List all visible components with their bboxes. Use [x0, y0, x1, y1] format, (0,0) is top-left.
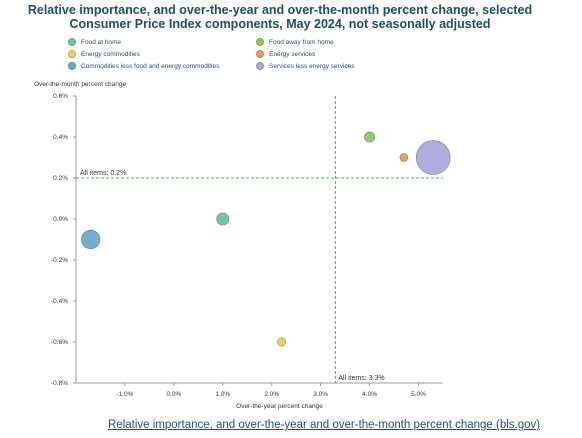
legend-swatch-core-services [256, 62, 264, 70]
y-tick-label: 0.2% [53, 175, 68, 182]
x-tick-label: 1.0% [215, 391, 230, 398]
x-tick-label: 5.0% [411, 391, 426, 398]
x-axis-title: Over-the-year percent change [236, 403, 323, 410]
legend-swatch-core-commodities [68, 62, 76, 70]
legend-item-energy-commodities: Energy commodities [68, 50, 140, 58]
y-tick-label: 0.4% [53, 134, 68, 141]
bubble-commodities-less-food-and-energy-commodities [80, 229, 101, 250]
chart-title: Relative importance, and over-the-year a… [0, 3, 560, 31]
bubble-food-away-from-home [364, 131, 376, 143]
bubble-energy-services [399, 153, 409, 162]
source-link[interactable]: Relative importance, and over-the-year a… [108, 419, 541, 431]
x-tick-label: 2.0% [264, 391, 279, 398]
bubble-food-at-home [216, 212, 230, 226]
y-tick-label: 0.0% [53, 216, 68, 223]
all-items-horizontal-label: All items: 0.2% [80, 170, 126, 177]
legend-label-energy-services: Energy services [269, 50, 316, 58]
y-axis-title: Over-the-month percent change [34, 81, 127, 88]
all-items-vertical-label: All items: 3.3% [338, 375, 384, 382]
legend-label-core-commodities: Commodities less food and energy commodi… [81, 62, 220, 70]
x-tick-label: -1.0% [116, 391, 133, 398]
legend-label-food-at-home: Food at home [81, 38, 122, 46]
chart-title-line2: Consumer Price Index components, May 202… [69, 17, 491, 31]
legend-item-food-at-home: Food at home [68, 38, 121, 46]
legend-label-core-services: Services less energy services [269, 62, 355, 70]
legend-item-food-away: Food away from home [256, 38, 334, 46]
bubble-services-less-energy-services [415, 140, 451, 175]
y-tick-label: -0.6% [51, 339, 68, 346]
legend-swatch-food-away [256, 38, 264, 46]
x-tick-label: 0.0% [166, 391, 181, 398]
legend-label-energy-commodities: Energy commodities [81, 50, 140, 58]
bubble-energy-commodities [277, 337, 286, 347]
legend-swatch-energy-services [256, 50, 264, 58]
legend-swatch-food-at-home [68, 38, 76, 46]
y-tick-label: -0.4% [51, 298, 68, 305]
legend-item-core-services: Services less energy services [256, 62, 355, 70]
x-tick-label: 4.0% [362, 391, 377, 398]
legend-swatch-energy-commodities [68, 50, 76, 58]
x-tick-label: 3.0% [313, 391, 328, 398]
legend-item-core-commodities: Commodities less food and energy commodi… [68, 62, 219, 70]
y-tick-label: 0.6% [53, 93, 68, 100]
y-tick-label: -0.8% [51, 380, 68, 387]
y-tick-label: -0.2% [51, 257, 68, 264]
legend-label-food-away: Food away from home [269, 38, 334, 46]
chart-title-line1: Relative importance, and over-the-year a… [27, 3, 533, 17]
legend-item-energy-services: Energy services [256, 50, 315, 58]
